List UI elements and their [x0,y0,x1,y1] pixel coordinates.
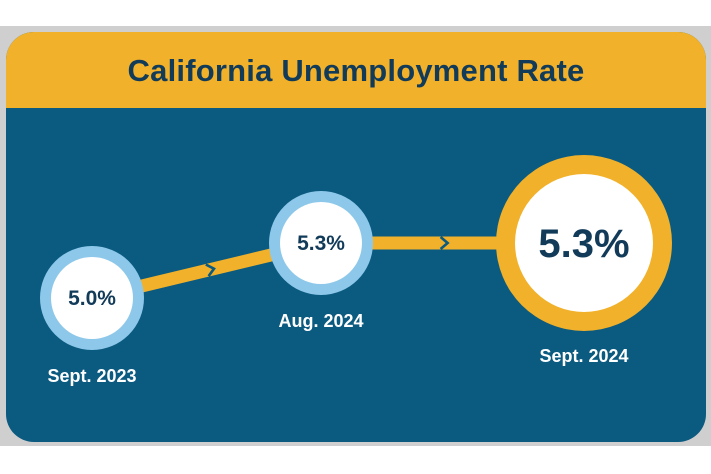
direction-chevron-icon [439,236,450,250]
data-point [280,202,362,284]
chart-title: California Unemployment Rate [127,53,585,88]
x-category-label: Aug. 2024 [278,311,363,331]
direction-chevron-icon [205,263,216,277]
x-category-label: Sept. 2024 [539,346,628,366]
data-label: 5.3% [538,222,629,266]
data-point [51,257,133,339]
data-label: 5.0% [68,287,116,310]
x-category-label: Sept. 2023 [47,366,136,386]
data-point [515,174,653,312]
data-label: 5.3% [297,232,345,255]
title-banner [6,32,706,108]
